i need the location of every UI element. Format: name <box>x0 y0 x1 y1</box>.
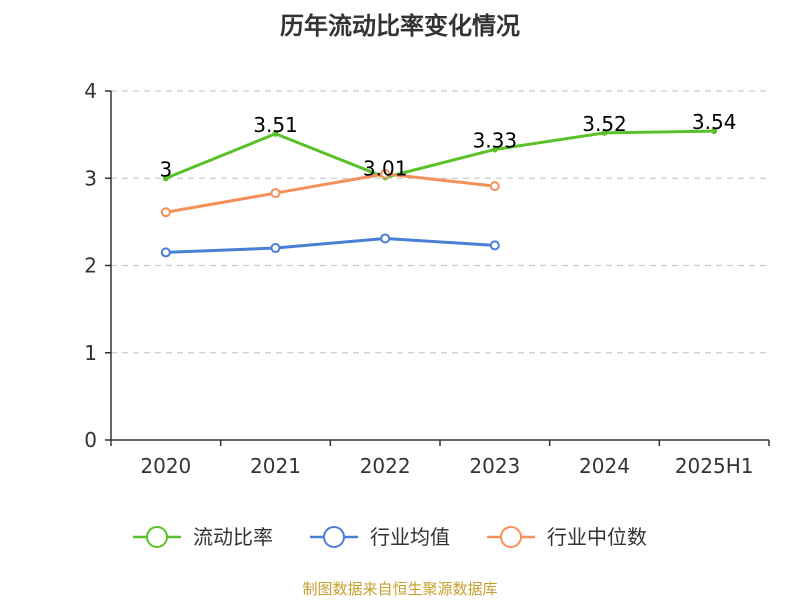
data-point <box>272 130 279 137</box>
legend-marker-icon <box>323 526 345 548</box>
legend-label: 流动比率 <box>193 525 273 549</box>
data-point <box>380 168 391 179</box>
legend-marker-icon <box>500 526 522 548</box>
data-point <box>491 146 498 153</box>
y-tick-label: 3 <box>84 166 97 190</box>
x-tick-label: 2023 <box>469 454 520 478</box>
legend-label: 行业中位数 <box>547 525 647 549</box>
data-point <box>270 188 281 199</box>
axes: 0 1 2 3 4 2020 2021 2022 2023 2024 2025H1 <box>84 79 770 478</box>
data-point <box>270 243 281 254</box>
data-point <box>160 247 171 258</box>
data-point <box>711 128 718 135</box>
data-label: 3.33 <box>473 128 518 152</box>
data-label: 3.52 <box>582 112 627 136</box>
y-tick-label: 0 <box>84 428 97 452</box>
x-tick-label: 2022 <box>360 454 411 478</box>
data-point <box>160 207 171 218</box>
legend-item[interactable]: 流动比率 <box>133 525 273 549</box>
x-tick-label: 2021 <box>250 454 301 478</box>
legend-label: 行业均值 <box>370 525 450 549</box>
x-tick-label: 2025H1 <box>675 454 754 478</box>
data-source-note: 制图数据来自恒生聚源数据库 <box>302 580 498 598</box>
series-lines <box>160 128 718 258</box>
data-point <box>601 129 608 136</box>
data-labels: 3 3.51 3.01 3.33 3.52 3.54 <box>159 110 736 181</box>
x-tick-label: 2024 <box>579 454 630 478</box>
legend-item[interactable]: 行业均值 <box>310 525 450 549</box>
y-tick-label: 4 <box>84 79 97 103</box>
data-point <box>489 181 500 192</box>
data-point <box>162 175 169 182</box>
chart-title: 历年流动比率变化情况 <box>280 12 520 40</box>
gridlines <box>111 90 769 354</box>
data-label: 3.51 <box>253 113 298 137</box>
data-point <box>380 233 391 244</box>
y-tick-label: 2 <box>84 254 97 278</box>
series-line <box>164 129 716 180</box>
data-label: 3.54 <box>692 110 737 134</box>
series-line <box>164 236 497 254</box>
legend: 流动比率 行业均值 行业中位数 <box>133 525 647 549</box>
data-label: 3 <box>159 157 172 181</box>
legend-marker-icon <box>146 526 168 548</box>
legend-item[interactable]: 行业中位数 <box>487 525 647 549</box>
data-point <box>489 240 500 251</box>
series-line <box>164 172 497 214</box>
x-tick-label: 2020 <box>140 454 191 478</box>
data-label: 3.01 <box>363 156 408 180</box>
y-tick-label: 1 <box>84 341 97 365</box>
